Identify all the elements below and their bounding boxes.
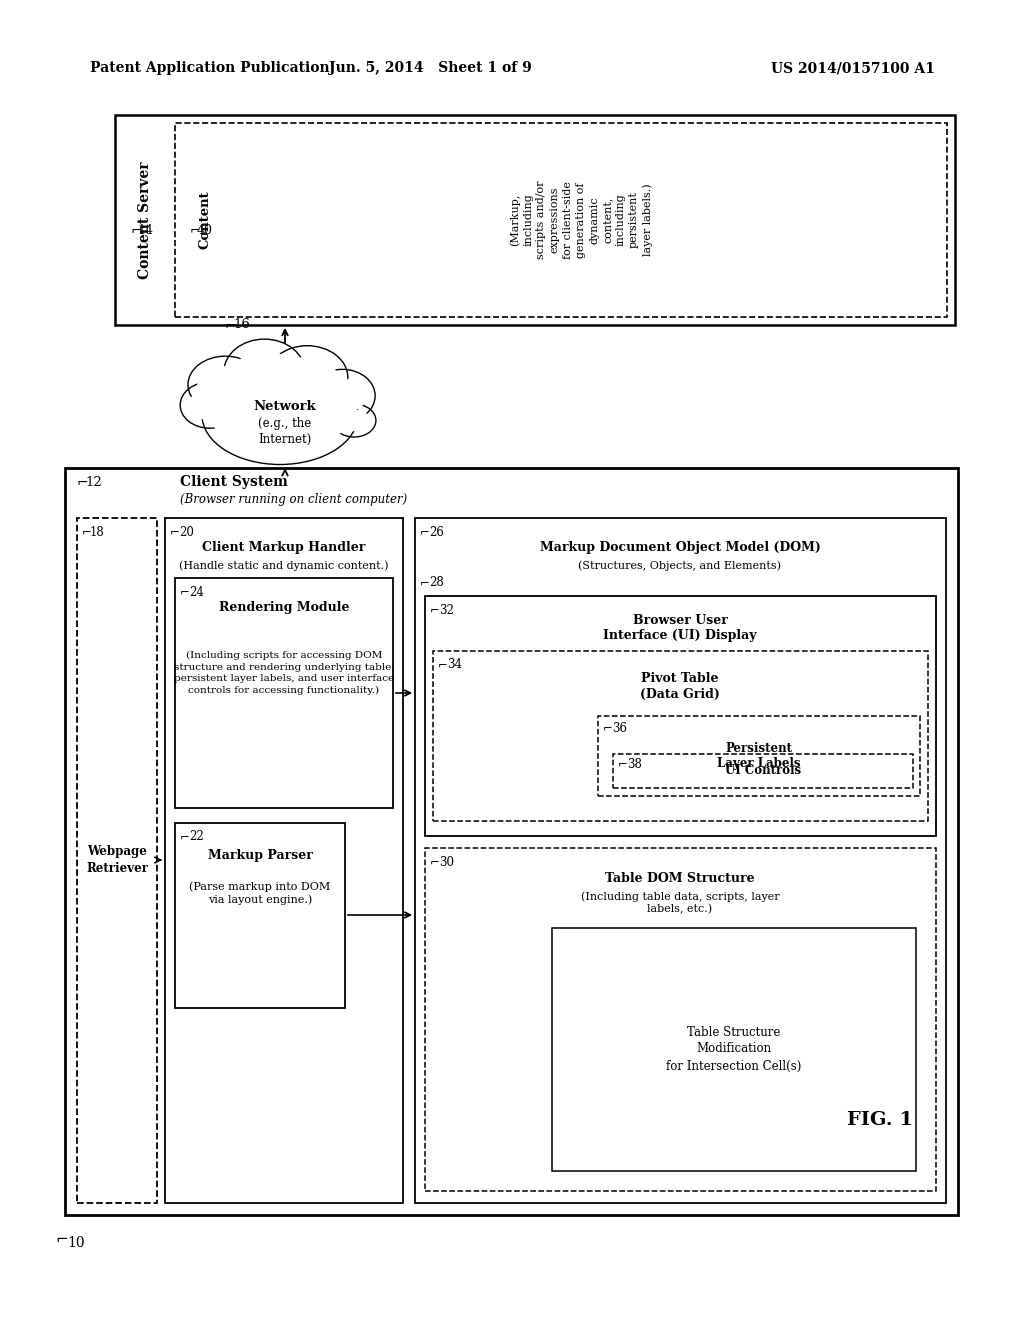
Text: ⌐: ⌐ (420, 577, 430, 590)
Text: 22: 22 (189, 830, 204, 843)
Bar (65, 469, 958, 1214)
Text: 32: 32 (439, 603, 454, 616)
Text: Content Server: Content Server (138, 161, 152, 279)
Text: 34: 34 (447, 659, 462, 672)
Text: ⌐: ⌐ (180, 586, 189, 598)
Text: 24: 24 (189, 586, 204, 598)
Ellipse shape (224, 339, 305, 405)
Text: Rendering Module: Rendering Module (219, 602, 349, 615)
Bar (175, 123, 947, 317)
Text: Webpage
Retriever: Webpage Retriever (86, 845, 148, 875)
Text: (Parse markup into DOM
via layout engine.): (Parse markup into DOM via layout engine… (189, 880, 331, 906)
Ellipse shape (188, 356, 263, 413)
Text: Network: Network (254, 400, 316, 413)
Text: ⌐: ⌐ (430, 603, 440, 616)
Text: 12: 12 (85, 475, 101, 488)
Text: Client Markup Handler: Client Markup Handler (203, 541, 366, 554)
Text: ⌐: ⌐ (82, 525, 92, 539)
Bar (425, 847, 936, 1191)
Ellipse shape (210, 379, 350, 450)
Text: ⌐: ⌐ (180, 830, 189, 843)
Ellipse shape (198, 366, 254, 404)
Text: 40: 40 (197, 223, 213, 236)
Text: ⌐: ⌐ (130, 223, 141, 238)
Bar (175, 822, 345, 1008)
Text: ⌐: ⌐ (603, 722, 613, 734)
Text: ⌐: ⌐ (55, 1233, 68, 1247)
Ellipse shape (309, 370, 375, 422)
Text: ⌐: ⌐ (77, 475, 89, 488)
Text: ⌐: ⌐ (420, 525, 430, 539)
Text: Table Structure
Modification
for Intersection Cell(s): Table Structure Modification for Interse… (667, 1026, 802, 1072)
Text: 14: 14 (137, 223, 153, 236)
Bar (433, 651, 928, 821)
Text: US 2014/0157100 A1: US 2014/0157100 A1 (771, 61, 935, 75)
Text: (Structures, Objects, and Elements): (Structures, Objects, and Elements) (579, 561, 781, 572)
Text: UI Controls: UI Controls (725, 764, 801, 777)
Text: ⌐: ⌐ (438, 659, 447, 672)
Ellipse shape (338, 409, 371, 432)
Text: ⌐: ⌐ (430, 855, 440, 869)
Text: (Handle static and dynamic content.): (Handle static and dynamic content.) (179, 561, 389, 572)
Text: 18: 18 (90, 525, 104, 539)
Text: ⌐: ⌐ (225, 318, 237, 333)
Text: 30: 30 (439, 855, 454, 869)
Bar (415, 517, 946, 1203)
Text: (Browser running on client computer): (Browser running on client computer) (180, 494, 408, 507)
Text: Patent Application Publication: Patent Application Publication (90, 61, 330, 75)
Text: Markup Document Object Model (DOM): Markup Document Object Model (DOM) (540, 541, 820, 554)
Text: (e.g., the
Internet): (e.g., the Internet) (258, 417, 311, 446)
Text: ⌐: ⌐ (190, 223, 201, 236)
Bar (613, 754, 913, 788)
Text: ⌐: ⌐ (618, 758, 628, 771)
Bar (598, 715, 920, 796)
Text: Browser User
Interface (UI) Display: Browser User Interface (UI) Display (603, 614, 757, 643)
Bar (165, 517, 403, 1203)
Ellipse shape (276, 356, 338, 399)
Text: 10: 10 (67, 1236, 85, 1250)
Text: Jun. 5, 2014   Sheet 1 of 9: Jun. 5, 2014 Sheet 1 of 9 (329, 61, 531, 75)
Ellipse shape (317, 379, 367, 413)
Text: (Including table data, scripts, layer
labels, etc.): (Including table data, scripts, layer la… (581, 891, 779, 915)
Bar (77, 517, 157, 1203)
Bar (425, 597, 936, 836)
Text: Persistent
Layer Labels: Persistent Layer Labels (717, 742, 801, 771)
Text: 20: 20 (179, 525, 194, 539)
Ellipse shape (187, 391, 232, 420)
Ellipse shape (180, 381, 240, 428)
Bar (175, 578, 393, 808)
Text: FIG. 1: FIG. 1 (847, 1111, 913, 1129)
Text: 28: 28 (429, 577, 443, 590)
Text: Content: Content (199, 190, 212, 249)
Bar (115, 115, 955, 325)
Text: 26: 26 (429, 525, 443, 539)
Text: (Including scripts for accessing DOM
structure and rendering underlying table,
p: (Including scripts for accessing DOM str… (174, 651, 394, 694)
Text: Pivot Table
(Data Grid): Pivot Table (Data Grid) (640, 672, 720, 701)
Text: 36: 36 (612, 722, 627, 734)
Text: Client System: Client System (180, 475, 288, 488)
Text: Markup Parser: Markup Parser (208, 849, 312, 862)
Text: (Markup,
including
scripts and/or
expressions
for client-side
generation of
dyna: (Markup, including scripts and/or expres… (509, 181, 652, 259)
Ellipse shape (233, 351, 295, 393)
Bar (552, 928, 916, 1171)
Ellipse shape (332, 404, 376, 437)
Text: 16: 16 (233, 318, 250, 331)
Ellipse shape (266, 346, 348, 409)
Text: Table DOM Structure: Table DOM Structure (605, 871, 755, 884)
Text: 38: 38 (627, 758, 642, 771)
Text: ⌐: ⌐ (170, 525, 180, 539)
Ellipse shape (202, 366, 358, 465)
